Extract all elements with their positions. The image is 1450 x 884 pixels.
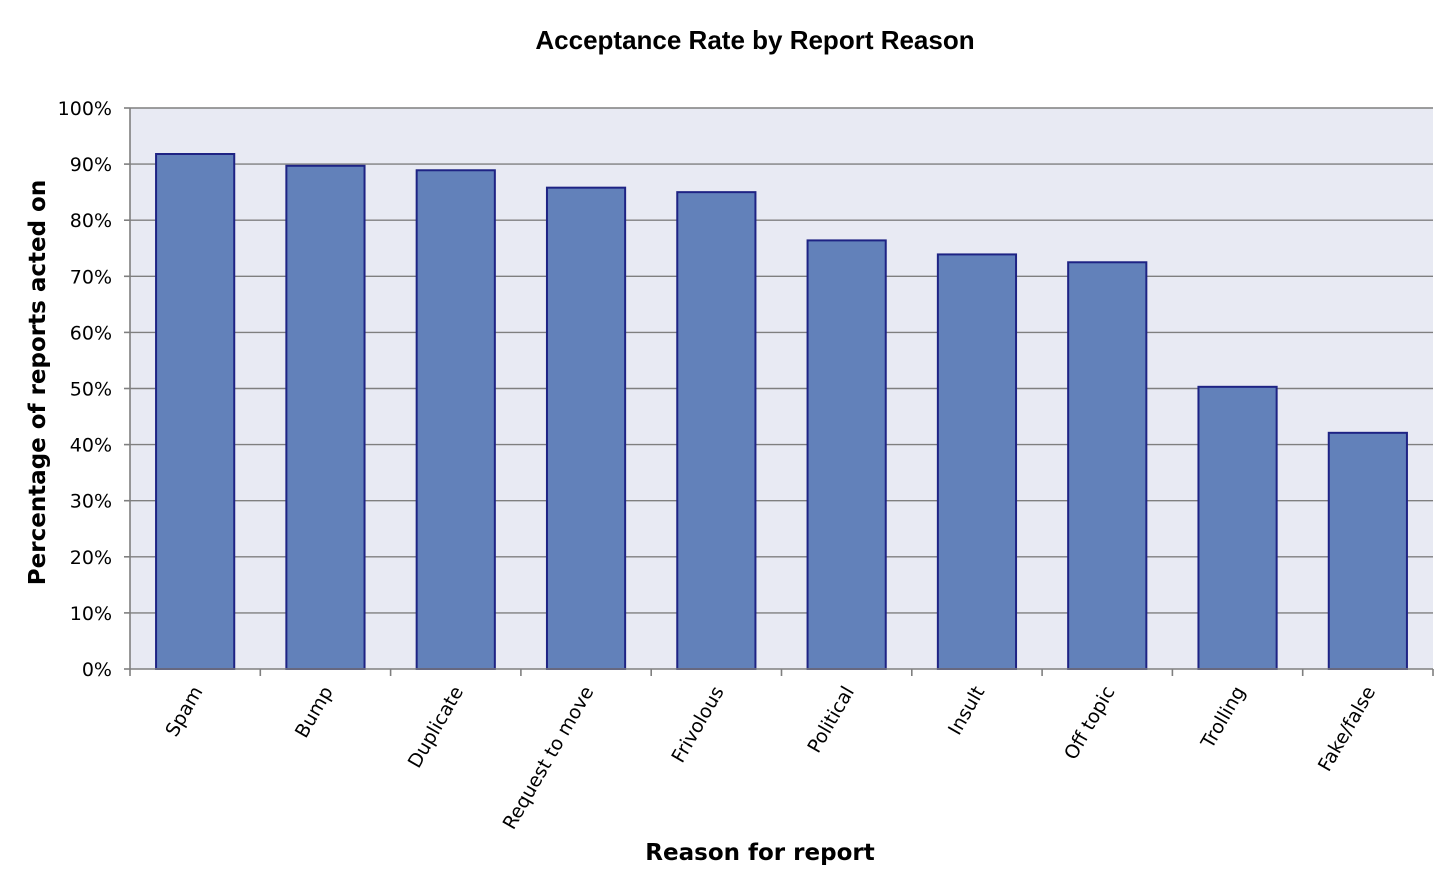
bar-duplicate — [415, 169, 496, 670]
x-tick-labels: Spam Bump Duplicate Request to move Frivolou… — [161, 682, 1380, 833]
bar-spam — [155, 153, 236, 670]
x-tick-label: Political — [803, 683, 859, 757]
bar-bump — [285, 164, 366, 671]
y-tick-label: 90% — [70, 154, 112, 176]
x-tick-label: Insult — [944, 682, 989, 738]
bar-request-to-move — [545, 186, 627, 671]
y-tick-label: 20% — [70, 547, 112, 569]
y-axis-title: Percentage of reports acted on — [25, 180, 51, 585]
y-tick-labels: 0% 10% 20% 30% 40% 50% 60% 70% 80% 90% 100% — [58, 98, 112, 681]
x-tick-label: Duplicate — [404, 683, 468, 772]
axes — [124, 107, 1434, 676]
y-tick-label: 70% — [70, 266, 112, 288]
bars — [155, 153, 1408, 671]
y-tick-label: 80% — [70, 210, 112, 232]
y-tick-label: 60% — [70, 322, 112, 344]
bar-political — [806, 239, 887, 670]
bar-insult — [936, 253, 1018, 671]
x-tick-label: Fake/false — [1314, 683, 1380, 776]
y-tick-label: 0% — [82, 659, 112, 681]
chart-title: Acceptance Rate by Report Reason — [535, 25, 974, 55]
y-tick-label: 10% — [70, 603, 112, 625]
bar-trolling — [1197, 385, 1278, 670]
y-tick-label: 40% — [70, 435, 112, 457]
y-tick-label: 30% — [70, 491, 112, 513]
bar-frivolous — [676, 191, 757, 670]
bar-fake-false — [1327, 431, 1408, 670]
x-tick-label: Bump — [291, 683, 338, 742]
y-tick-label: 100% — [58, 98, 112, 120]
y-tick-label: 50% — [70, 379, 112, 401]
x-tick-label: Frivolous — [667, 683, 728, 767]
bar-off-topic — [1067, 261, 1148, 670]
x-tick-label: Off topic — [1060, 683, 1120, 764]
x-axis-title: Reason for report — [645, 840, 874, 866]
x-tick-label: Request to move — [499, 683, 599, 834]
x-tick-label: Trolling — [1196, 683, 1249, 754]
x-tick-label: Spam — [161, 683, 207, 741]
